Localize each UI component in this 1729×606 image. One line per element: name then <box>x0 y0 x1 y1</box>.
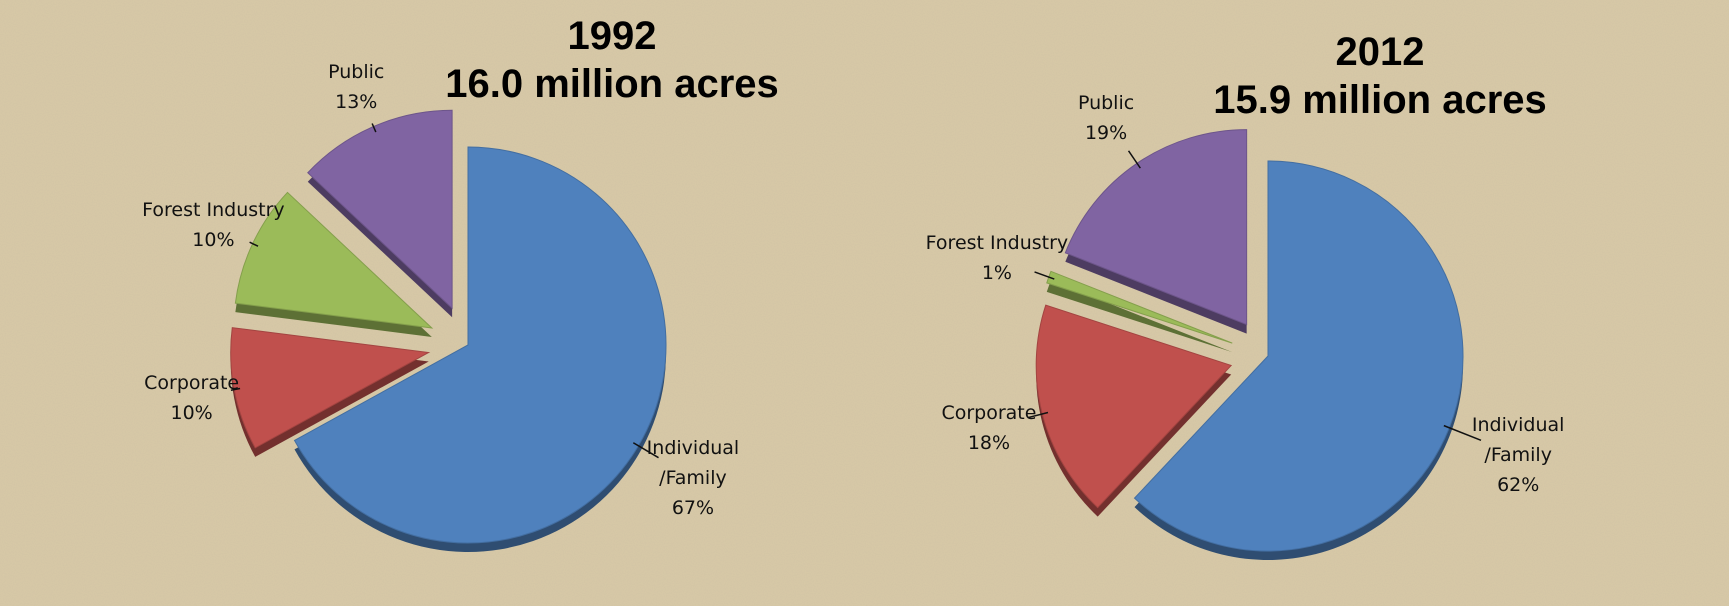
slice-label: Corporate 18% <box>941 398 1036 458</box>
leader-line <box>230 387 241 391</box>
category-label: Public <box>328 60 385 83</box>
chart-title: 2012 15.9 million acres <box>1213 28 1547 124</box>
value-label: 67% <box>671 497 715 520</box>
subtitle-line: 15.9 million acres <box>1213 78 1547 122</box>
value-label: 19% <box>1084 121 1128 144</box>
slice-label: Public 13% <box>328 57 384 117</box>
slice-label: Public 19% <box>1078 88 1134 148</box>
chart-title: 1992 16.0 million acres <box>445 12 779 108</box>
category-label: Public <box>1077 91 1135 114</box>
slice-label: Forest Industry 10% <box>142 195 285 255</box>
category-label: Individual /Family <box>1471 414 1565 467</box>
leader-line <box>1127 150 1141 169</box>
leader-line <box>1443 424 1482 442</box>
subtitle-line: 16.0 million acres <box>445 62 779 106</box>
category-label: Forest Industry <box>142 199 285 222</box>
value-label: 62% <box>1497 474 1540 497</box>
value-label: 10% <box>170 401 213 424</box>
slice-label: Forest Industry 1% <box>926 228 1069 288</box>
leader-line <box>1027 411 1049 419</box>
title-line: 2012 <box>1335 30 1425 74</box>
value-label: 13% <box>335 90 378 113</box>
value-label: 18% <box>967 431 1011 454</box>
category-label: Corporate <box>941 401 1037 424</box>
value-label: 10% <box>192 229 235 252</box>
title-line: 1992 <box>567 14 657 58</box>
slice-label: Corporate 10% <box>144 368 239 428</box>
leader-line <box>1034 271 1055 280</box>
leader-line <box>249 241 259 247</box>
category-label: Forest Industry <box>925 232 1069 255</box>
leader-line <box>632 442 659 459</box>
slice-label: Individual /Family 62% <box>1472 410 1565 500</box>
category-label: Individual /Family <box>646 437 740 490</box>
leader-line <box>371 123 377 133</box>
value-label: 1% <box>981 262 1012 285</box>
slice-label: Individual /Family 67% <box>647 433 740 523</box>
category-label: Corporate <box>144 371 240 394</box>
